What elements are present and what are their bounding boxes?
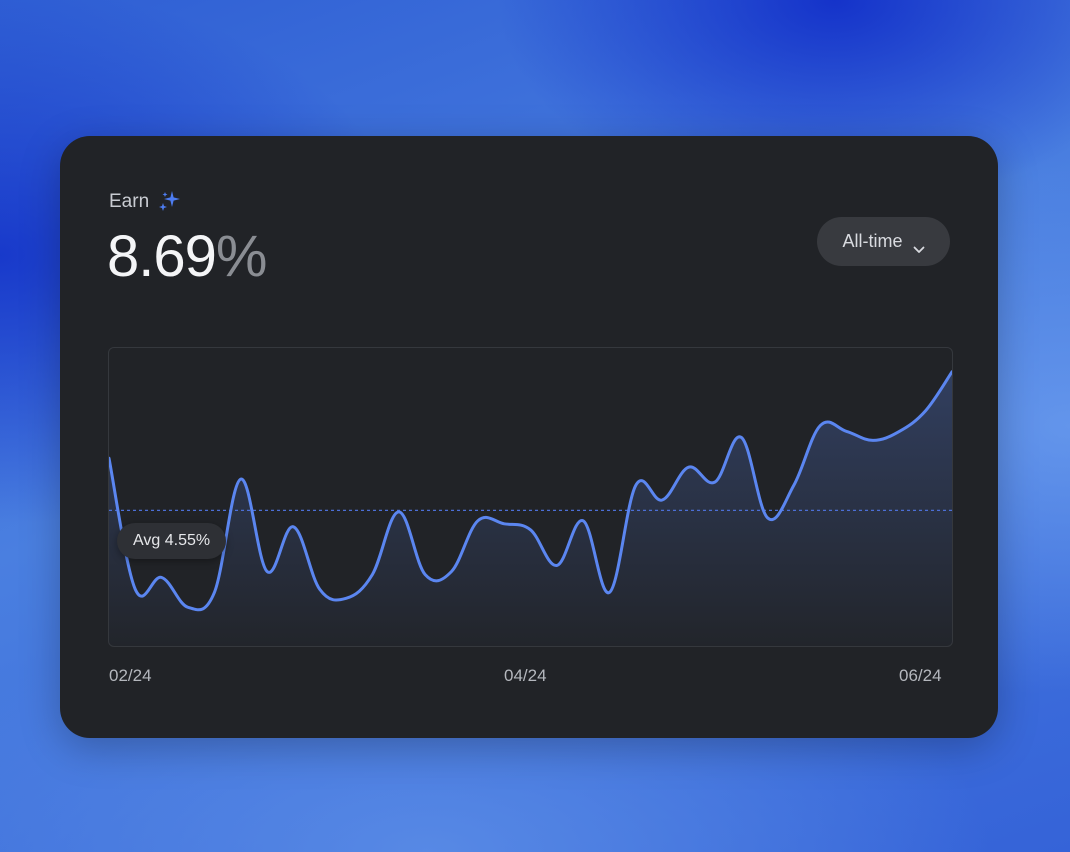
x-tick-label: 06/24 bbox=[899, 666, 942, 685]
data-point bbox=[529, 528, 533, 532]
series-area-fill bbox=[109, 371, 952, 646]
earn-label: Earn bbox=[109, 191, 150, 212]
data-point bbox=[608, 590, 612, 594]
data-point bbox=[318, 587, 322, 591]
earn-chart bbox=[108, 347, 953, 647]
data-point bbox=[555, 564, 559, 568]
data-point bbox=[739, 435, 743, 439]
earn-rate-unit: % bbox=[215, 224, 268, 289]
time-range-dropdown[interactable]: All-time bbox=[817, 217, 950, 266]
data-point bbox=[581, 519, 585, 523]
data-point bbox=[449, 570, 453, 574]
sparkle-icon bbox=[157, 190, 183, 214]
time-range-label: All-time bbox=[842, 231, 903, 251]
data-point bbox=[344, 596, 348, 600]
data-point bbox=[160, 575, 164, 579]
data-point bbox=[687, 465, 691, 469]
earn-card: Earn 8.69% All-time Avg 4.55% 02/24 04/2… bbox=[60, 136, 998, 738]
data-point bbox=[792, 483, 796, 487]
average-badge: Avg 4.55% bbox=[117, 523, 227, 559]
data-point bbox=[397, 510, 401, 514]
series-line bbox=[109, 370, 952, 612]
data-point bbox=[845, 429, 849, 433]
data-point bbox=[713, 480, 717, 484]
data-point bbox=[476, 519, 480, 523]
data-point bbox=[502, 522, 506, 526]
earn-rate-number: 8.69 bbox=[107, 224, 217, 289]
data-point bbox=[818, 423, 822, 427]
data-point bbox=[291, 525, 295, 529]
data-point bbox=[924, 409, 928, 413]
chart-plot bbox=[109, 370, 952, 646]
data-point bbox=[634, 483, 638, 487]
data-point bbox=[186, 605, 190, 609]
earn-rate-value: 8.69% bbox=[107, 228, 267, 286]
data-point bbox=[766, 516, 770, 520]
data-point bbox=[871, 438, 875, 442]
data-point bbox=[897, 429, 901, 433]
data-point bbox=[423, 572, 427, 576]
chevron-down-icon bbox=[913, 238, 925, 253]
data-point bbox=[660, 498, 664, 502]
data-point bbox=[370, 572, 374, 576]
data-point bbox=[239, 477, 243, 481]
earn-header: Earn bbox=[109, 190, 183, 214]
data-point bbox=[133, 587, 137, 591]
data-point bbox=[212, 590, 216, 594]
x-tick-label: 02/24 bbox=[109, 666, 152, 685]
data-point bbox=[265, 570, 269, 574]
x-tick-label: 04/24 bbox=[504, 666, 547, 685]
